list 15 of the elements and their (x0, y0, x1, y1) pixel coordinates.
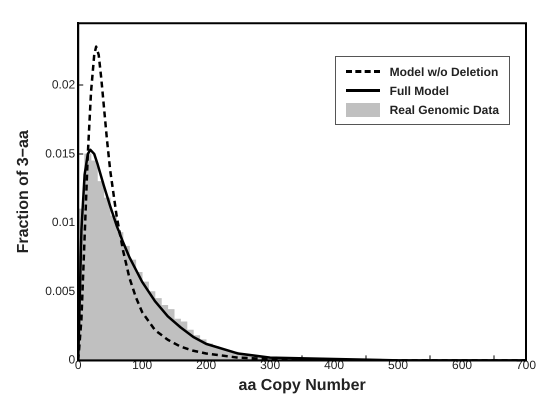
x-tick-label: 600 (452, 358, 472, 372)
y-tick-label: 0.01 (52, 215, 76, 230)
x-tick-label: 500 (388, 358, 408, 372)
y-tick-label: 0.015 (45, 146, 76, 160)
legend-label: Model w/o Deletion (390, 64, 498, 78)
y-tick-label: 0.005 (45, 284, 76, 298)
y-axis-title: Fraction of 3−aa (15, 130, 32, 254)
x-tick-label: 700 (516, 358, 536, 372)
legend-label: Full Model (390, 84, 449, 98)
legend-label: Real Genomic Data (390, 102, 499, 116)
x-tick-label: 200 (196, 358, 216, 372)
x-tick-label: 100 (132, 358, 153, 372)
y-tick-label: 0.02 (52, 77, 76, 92)
x-axis-title: aa Copy Number (238, 376, 366, 394)
x-tick-label: 400 (324, 358, 344, 372)
